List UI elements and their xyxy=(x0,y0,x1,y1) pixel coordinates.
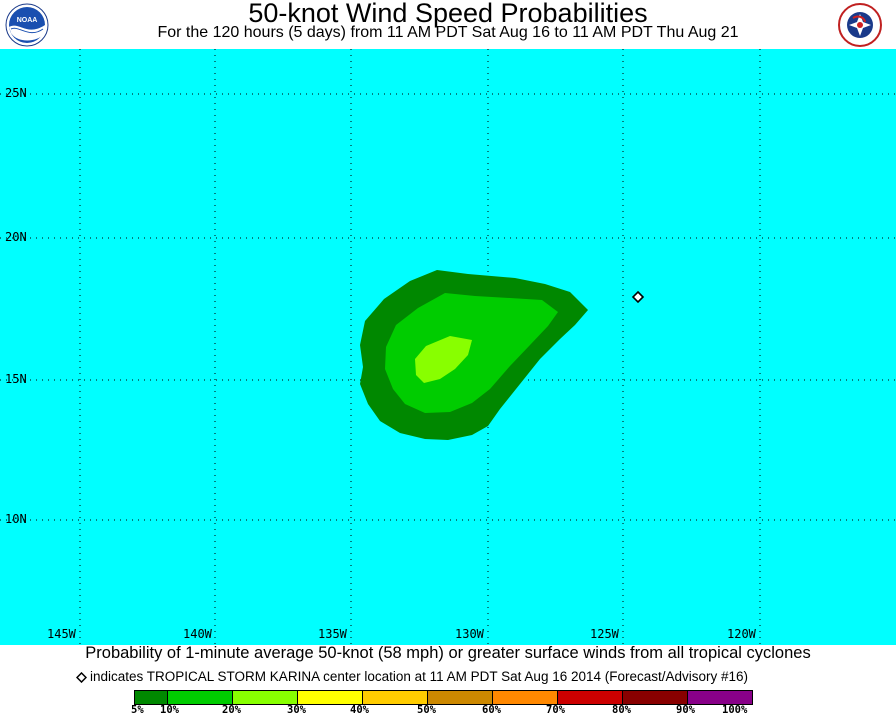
map-caption: Probability of 1-minute average 50-knot … xyxy=(85,644,811,662)
lat-label-10n: 10N xyxy=(5,512,27,526)
lon-label-135w: 135W xyxy=(318,627,347,641)
lat-label-25n: 25N xyxy=(5,86,27,100)
nws-logo-icon xyxy=(838,3,882,47)
storm-note-text: indicates TROPICAL STORM KARINA center l… xyxy=(90,669,749,684)
page-title: 50-knot Wind Speed Probabilities xyxy=(248,0,648,28)
map-canvas xyxy=(0,49,896,645)
legend-label-30: 30% xyxy=(287,704,306,716)
legend-label-100: 100% xyxy=(722,704,748,716)
storm-center-diamond-icon xyxy=(631,290,645,304)
legend-swatch-30-40 xyxy=(298,691,363,704)
legend-label-5: 5% xyxy=(131,704,144,716)
legend-swatch-60-70 xyxy=(493,691,558,704)
lon-label-120w: 120W xyxy=(727,627,756,641)
probability-zone-20-30 xyxy=(415,336,472,383)
legend-swatch-20-30 xyxy=(233,691,298,704)
legend-label-90: 90% xyxy=(676,704,695,716)
lon-label-140w: 140W xyxy=(183,627,212,641)
legend-swatch-50-60 xyxy=(428,691,493,704)
lat-label-15n: 15N xyxy=(5,372,27,386)
legend-label-80: 80% xyxy=(612,704,631,716)
legend-label-40: 40% xyxy=(350,704,369,716)
lat-label-20n: 20N xyxy=(5,230,27,244)
noaa-logo-icon: NOAA xyxy=(5,3,49,47)
legend-swatch-10-20 xyxy=(168,691,233,704)
page-subtitle: For the 120 hours (5 days) from 11 AM PD… xyxy=(157,24,739,41)
diamond-icon xyxy=(75,671,88,684)
legend-swatch-90-100 xyxy=(688,691,752,704)
lon-label-130w: 130W xyxy=(455,627,484,641)
lon-label-125w: 125W xyxy=(590,627,619,641)
legend-swatch-40-50 xyxy=(363,691,428,704)
legend-swatch-70-80 xyxy=(558,691,623,704)
probability-map: 25N 20N 15N 10N 145W 140W 135W 130W 125W… xyxy=(0,49,896,645)
legend-label-20: 20% xyxy=(222,704,241,716)
legend-swatch-5-10 xyxy=(135,691,168,704)
legend-swatch-80-90 xyxy=(623,691,688,704)
lon-label-145w: 145W xyxy=(47,627,76,641)
noaa-logo-text: NOAA xyxy=(17,17,38,24)
legend-label-70: 70% xyxy=(546,704,565,716)
probability-zone-10-20 xyxy=(385,293,558,413)
legend-label-60: 60% xyxy=(482,704,501,716)
legend-colorbar xyxy=(134,690,753,705)
storm-note: indicates TROPICAL STORM KARINA center l… xyxy=(75,669,749,684)
legend-label-10: 10% xyxy=(160,704,179,716)
legend-label-50: 50% xyxy=(417,704,436,716)
